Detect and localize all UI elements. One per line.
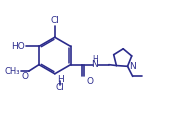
Text: N: N <box>129 62 136 71</box>
Text: Cl: Cl <box>56 83 65 92</box>
Text: N: N <box>91 60 98 69</box>
Text: O: O <box>86 77 93 86</box>
Text: Cl: Cl <box>50 16 59 25</box>
Text: O: O <box>22 72 29 81</box>
Text: HO: HO <box>12 42 25 51</box>
Text: CH₃: CH₃ <box>4 66 20 76</box>
Text: H: H <box>57 75 64 84</box>
Text: H: H <box>92 55 98 64</box>
